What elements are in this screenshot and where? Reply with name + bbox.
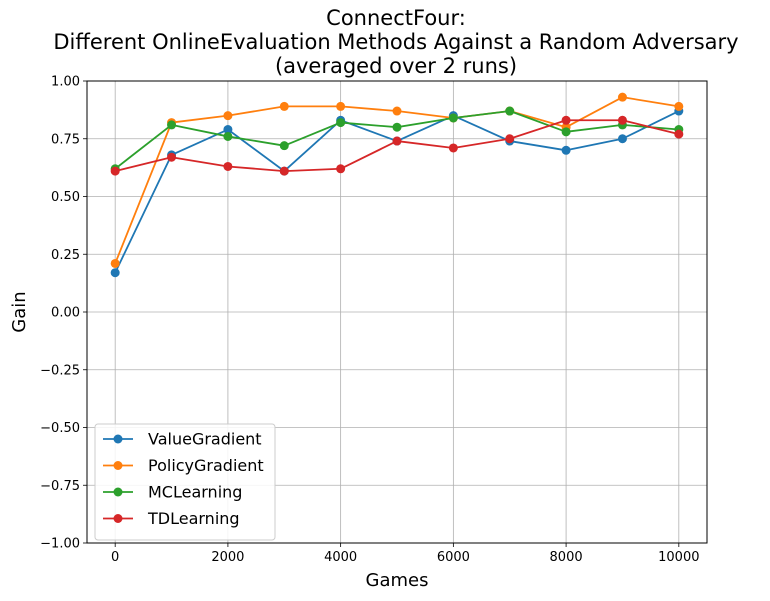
data-point-mclearning [448,113,458,123]
legend-label-valuegradient: ValueGradient [148,430,262,449]
legend-marker-valuegradient [113,434,123,444]
data-point-policygradient [110,258,120,268]
legend-marker-tdlearning [113,514,123,523]
data-point-tdlearning [110,166,120,176]
x-axis-ticks: 0 2000 4000 6000 8000 10000 [111,543,699,565]
data-point-policygradient [336,101,346,111]
legend-label-policygradient: PolicyGradient [148,456,264,475]
data-point-tdlearning [674,129,684,139]
data-point-tdlearning [448,143,458,153]
chart-title-line-2: Different OnlineEvaluation Methods Again… [53,30,738,54]
data-point-valuegradient [617,134,627,144]
y-tick-label: −0.75 [40,479,80,494]
y-axis-ticks: −1.00 −0.75 −0.50 −0.25 0.00 0.25 0.50 0.75 1.00 [40,75,87,552]
legend-label-tdlearning: TDLearning [147,509,240,528]
y-tick-label: −1.00 [40,537,80,552]
x-tick-label: 6000 [437,550,470,565]
chart-title-line-1: ConnectFour: [326,6,466,30]
data-point-mclearning [279,141,289,151]
data-point-policygradient [674,101,684,111]
data-point-valuegradient [561,145,571,155]
series-valuegradient [110,106,684,278]
x-tick-label: 2000 [211,550,244,565]
legend-label-mclearning: MCLearning [148,483,242,502]
series-line-policygradient [114,96,679,264]
y-tick-label: −0.25 [40,363,80,378]
chart-title: ConnectFour: Different OnlineEvaluation … [53,6,738,78]
series-policygradient [110,92,684,268]
data-point-tdlearning [223,161,233,171]
chart-title-line-3: (averaged over 2 runs) [275,54,517,78]
data-point-tdlearning [561,115,571,125]
data-point-valuegradient [110,268,120,278]
y-tick-label: 0.75 [51,132,80,147]
data-point-tdlearning [336,164,346,174]
data-point-policygradient [279,101,289,111]
legend-marker-mclearning [113,487,123,497]
data-point-mclearning [223,131,233,141]
data-point-tdlearning [167,152,177,162]
data-point-mclearning [392,122,402,132]
data-point-tdlearning [617,115,627,125]
data-point-valuegradient [223,125,233,135]
x-axis-label: Games [366,570,429,591]
legend: ValueGradient PolicyGradient MCLearning TDL… [94,423,276,541]
y-tick-label: 0.00 [51,306,80,321]
series-line-valuegradient [114,110,680,274]
data-point-policygradient [223,111,233,121]
y-tick-label: 0.25 [51,248,80,263]
data-point-tdlearning [505,134,515,144]
data-point-tdlearning [392,136,402,146]
y-tick-label: 1.00 [51,75,80,90]
data-point-policygradient [392,106,402,116]
x-tick-label: 8000 [550,550,583,565]
data-point-mclearning [505,106,515,116]
x-tick-label: 0 [111,550,119,565]
legend-marker-policygradient [113,461,123,470]
y-axis-label: Gain [9,291,30,332]
data-series [110,92,684,278]
y-tick-label: −0.50 [40,421,80,436]
data-point-mclearning [336,118,346,128]
data-point-tdlearning [279,166,289,176]
legend-box [94,423,276,541]
x-tick-label: 4000 [324,550,357,565]
series-tdlearning [110,115,684,176]
data-point-policygradient [617,92,627,102]
x-tick-label: 10000 [658,550,699,565]
y-tick-label: 0.50 [51,190,80,205]
data-point-mclearning [561,127,571,137]
data-point-mclearning [167,120,177,130]
